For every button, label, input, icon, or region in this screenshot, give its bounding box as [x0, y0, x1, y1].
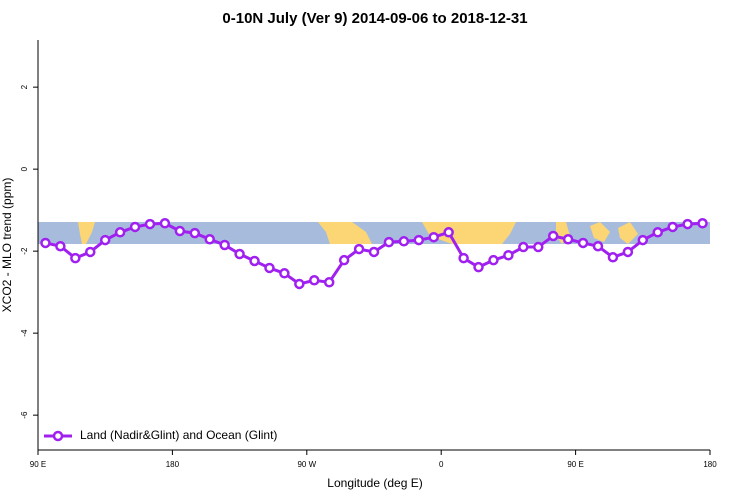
- point: [159, 218, 171, 229]
- point: [99, 234, 111, 246]
- point: [562, 234, 574, 245]
- land: [422, 222, 516, 244]
- x-tick-label: 180: [166, 460, 180, 469]
- point: [219, 239, 230, 251]
- point: [428, 231, 439, 243]
- point: [503, 250, 514, 261]
- point: [473, 261, 484, 273]
- y-axis-label: XCO2 - MLO trend (ppm): [0, 178, 14, 313]
- point: [667, 221, 678, 233]
- point: [264, 262, 275, 274]
- point: [85, 246, 96, 258]
- point: [309, 275, 320, 286]
- x-tick-label: 0: [439, 460, 444, 469]
- point: [622, 246, 634, 258]
- point: [189, 227, 201, 239]
- point: [129, 221, 141, 233]
- point: [682, 218, 693, 230]
- point: [114, 227, 126, 238]
- y-tick-label: 2: [20, 84, 29, 89]
- point: [70, 252, 81, 264]
- point: [607, 252, 619, 263]
- point: [592, 240, 604, 252]
- x-tick-label: 90 W: [297, 460, 316, 469]
- point: [234, 248, 245, 260]
- point: [383, 236, 395, 248]
- land: [318, 222, 372, 244]
- y-tick-label: -6: [20, 411, 29, 419]
- point: [174, 225, 186, 237]
- point: [294, 278, 305, 290]
- point: [40, 237, 51, 249]
- point: [144, 218, 156, 230]
- point: [398, 236, 410, 247]
- y-tick-label: -2: [20, 247, 29, 255]
- point: [518, 241, 529, 253]
- point: [637, 234, 649, 246]
- point: [533, 241, 544, 253]
- point: [577, 237, 589, 249]
- legend-label: Land (Nadir&Glint) and Ocean (Glint): [80, 428, 277, 442]
- x-tick-label: 180: [703, 460, 717, 469]
- point: [353, 243, 365, 255]
- point: [697, 218, 708, 229]
- point: [652, 227, 663, 238]
- point: [204, 234, 215, 245]
- land: [590, 222, 610, 242]
- y-tick-label: -4: [20, 329, 29, 337]
- x-tick-label: 90 E: [567, 460, 583, 469]
- point: [279, 268, 290, 279]
- point: [323, 277, 335, 288]
- x-tick-label: 90 E: [30, 460, 46, 469]
- point: [458, 252, 469, 264]
- x-axis-label: Longitude (deg E): [327, 476, 422, 490]
- point: [413, 234, 425, 246]
- land: [618, 222, 638, 244]
- point: [368, 246, 380, 258]
- point: [55, 240, 66, 252]
- y-tick-label: 0: [20, 166, 29, 171]
- point: [547, 230, 559, 242]
- land: [78, 222, 95, 244]
- point: [249, 255, 260, 267]
- point: [488, 254, 499, 266]
- chart-title: 0-10N July (Ver 9) 2014-09-06 to 2018-12…: [222, 10, 527, 27]
- point: [443, 227, 454, 238]
- legend-marker: [52, 430, 64, 442]
- point: [338, 254, 350, 266]
